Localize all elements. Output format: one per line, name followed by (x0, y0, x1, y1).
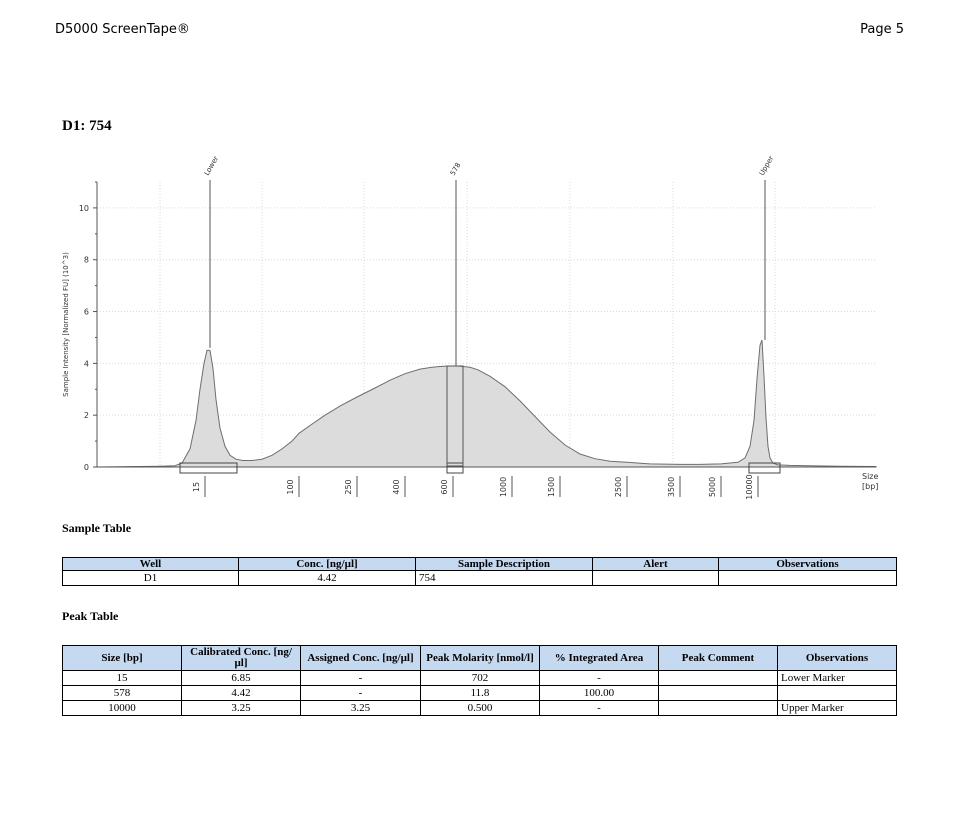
electropherogram-chart: 0 2 4 6 8 10 Sample Intensity [Normalized FU] … (62, 155, 879, 500)
sample-table-header-row: Well Conc. [ng/µl] Sample Description Alert… (62, 557, 897, 571)
peak-table-cell: 11.8 (420, 685, 540, 701)
peak-integration-box (748, 462, 781, 474)
peak-table-cell: 578 (62, 685, 182, 701)
sample-header-cell: Observations (718, 557, 897, 571)
electropherogram-trace (96, 339, 877, 468)
peak-header-cell: Peak Molarity [nmol/l] (420, 645, 540, 671)
report-product-title: D5000 ScreenTape® (55, 22, 190, 37)
peak-header-cell: Assigned Conc. [ng/µl] (300, 645, 421, 671)
y-axis-label: Sample Intensity [Normalized FU] (10^3) (62, 252, 70, 397)
x-tick-label: 600 (440, 479, 449, 494)
peak-label: Lower (203, 155, 220, 177)
y-tick-label: 6 (84, 308, 89, 317)
peak-header-cell: % Integrated Area (539, 645, 659, 671)
x-tick-label: 250 (344, 479, 353, 494)
peak-table-cell: 0.500 (420, 700, 540, 716)
y-tick-label: 10 (79, 204, 89, 213)
table-row: 15 6.85-702- Lower Marker (62, 670, 897, 686)
x-axis-label: Size (862, 472, 879, 481)
sample-header-cell: Conc. [ng/µl] (238, 557, 416, 571)
sample-title: D1: 754 (62, 118, 112, 134)
peak-table-cell: - (539, 700, 659, 716)
peak-header-cell: Size [bp] (62, 645, 182, 671)
x-tick-label: 1500 (547, 477, 556, 497)
peak-integration-box (179, 462, 238, 474)
sample-table-cell (592, 570, 719, 586)
peak-table-cell: 3.25 (300, 700, 421, 716)
table-row: 10000 3.25 3.25 0.500- Upper Marker (62, 700, 897, 716)
peak-header-cell: Peak Comment (658, 645, 778, 671)
peak-table-cell: Lower Marker (777, 670, 897, 686)
x-tick-label: 3500 (667, 477, 676, 497)
sample-table-cell (718, 570, 897, 586)
sample-header-cell: Sample Description (415, 557, 593, 571)
peak-table-cell: 702 (420, 670, 540, 686)
peak-label: 578 (449, 161, 463, 177)
peak-table-cell: 10000 (62, 700, 182, 716)
peak-table-cell: - (300, 670, 421, 686)
peak-table-cell (658, 700, 778, 716)
peak-table-cell: 15 (62, 670, 182, 686)
peak-table-title: Peak Table (62, 609, 119, 623)
peak-header-cell: Calibrated Conc. [ng/µl] (181, 645, 301, 671)
sample-table-cell: D1 (62, 570, 239, 586)
y-tick-label: 8 (84, 256, 89, 265)
x-tick-label: 10000 (745, 474, 754, 499)
x-tick-label: 5000 (708, 477, 717, 497)
table-row: 578 4.42-11.8 100.00 (62, 685, 897, 701)
peak-header-cell: Observations (777, 645, 897, 671)
x-tick-label: 400 (392, 479, 401, 494)
sample-table-title: Sample Table (62, 521, 132, 535)
peak-table-cell: - (539, 670, 659, 686)
peak-region-box (446, 365, 464, 467)
peak-table-cell (777, 685, 897, 701)
y-tick-label: 0 (84, 463, 89, 472)
sample-table-cell: 4.42 (238, 570, 416, 586)
x-axis-label: [bp] (862, 482, 878, 491)
peak-table-cell: 4.42 (181, 685, 301, 701)
peak-table-cell: Upper Marker (777, 700, 897, 716)
peak-integration-box (446, 462, 464, 474)
peak-table-header-row: Size [bp] Calibrated Conc. [ng/µl] Assigne… (62, 645, 897, 671)
y-tick-label: 4 (84, 359, 89, 368)
peak-label: Upper (758, 155, 776, 177)
x-tick-label: 1000 (499, 477, 508, 497)
sample-table: Well Conc. [ng/µl] Sample Description Alert… (62, 557, 897, 586)
sample-header-cell: Alert (592, 557, 719, 571)
peak-table-cell: 100.00 (539, 685, 659, 701)
x-tick-label: 15 (192, 482, 201, 492)
x-tick-label: 2500 (614, 477, 623, 497)
peak-table: Size [bp] Calibrated Conc. [ng/µl] Assigne… (62, 645, 897, 716)
peak-table-cell: 3.25 (181, 700, 301, 716)
peak-table-cell: - (300, 685, 421, 701)
table-row: D1 4.42 754 (62, 570, 897, 586)
sample-header-cell: Well (62, 557, 239, 571)
peak-table-cell (658, 670, 778, 686)
x-tick-label: 100 (286, 479, 295, 494)
y-tick-label: 2 (84, 411, 89, 420)
peak-table-cell: 6.85 (181, 670, 301, 686)
peak-table-cell (658, 685, 778, 701)
page-number: Page 5 (860, 22, 904, 37)
sample-table-cell: 754 (415, 570, 593, 586)
